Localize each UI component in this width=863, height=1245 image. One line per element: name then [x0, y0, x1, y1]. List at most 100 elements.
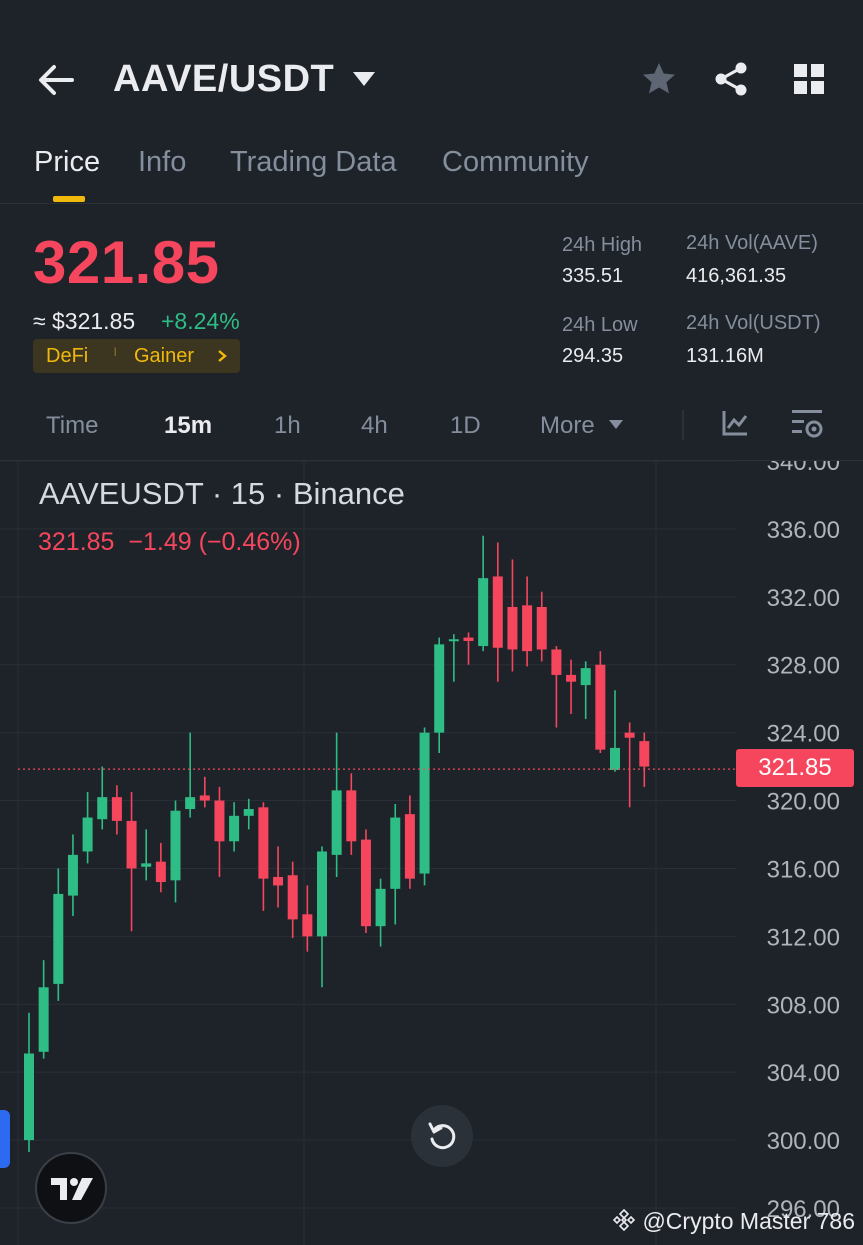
page-tabs: Price Info Trading Data Community — [0, 140, 863, 202]
y-tick-label: 304.00 — [767, 1060, 840, 1087]
high-label: 24h High — [562, 234, 643, 256]
candle-body — [38, 987, 49, 1052]
chart-settings-icon[interactable] — [790, 407, 826, 441]
last-price: 321.85 — [33, 229, 220, 296]
candles — [24, 535, 650, 1152]
dropdown-caret-icon[interactable] — [352, 70, 376, 88]
candle-body — [478, 578, 489, 647]
y-tick-label: 332.00 — [767, 585, 840, 612]
vol-base-label: 24h Vol(AAVE) — [686, 232, 818, 254]
candle-body — [346, 790, 357, 842]
chart-grid — [0, 461, 736, 1245]
candlestick-chart[interactable]: 340.00 336.00 332.00 328.00 324.00 320.00 316.… — [0, 461, 863, 1245]
timeframe-1h[interactable]: 1h — [274, 412, 301, 439]
candle-body — [317, 851, 327, 937]
y-tick-label: 300.00 — [767, 1128, 840, 1155]
candle-body — [375, 888, 386, 927]
candle-body — [404, 814, 415, 879]
grid-menu-icon[interactable] — [790, 60, 828, 98]
tab-price[interactable]: Price — [34, 146, 101, 178]
binance-diamond-icon — [612, 1208, 636, 1232]
candle-body — [229, 815, 240, 842]
tag-gainer[interactable]: Gainer — [134, 345, 195, 367]
candle-body — [287, 875, 298, 920]
active-tab-indicator — [53, 196, 85, 202]
chart-last-info: 321.85 −1.49 (−0.46%) — [38, 528, 301, 557]
price-change-percent: +8.24% — [161, 308, 240, 334]
y-tick-label: 296.00 — [767, 1196, 840, 1223]
tab-info[interactable]: Info — [138, 146, 187, 178]
y-tick-label: 320.00 — [767, 789, 840, 816]
divider — [0, 203, 863, 204]
timeframe-time[interactable]: Time — [46, 412, 99, 439]
candle-body — [185, 797, 196, 810]
candle-body — [610, 747, 620, 770]
candle-body — [53, 893, 64, 984]
y-tick-label: 324.00 — [767, 721, 840, 748]
reset-chart-button[interactable] — [411, 1105, 473, 1167]
vol-quote-label: 24h Vol(USDT) — [686, 312, 821, 334]
toolbar-separator — [682, 410, 684, 440]
candle-body — [126, 820, 137, 869]
drawing-tools-handle[interactable] — [0, 1110, 10, 1168]
vol-base-value: 416,361.35 — [686, 265, 787, 287]
watermark-text: @Crypto Master 786 — [642, 1208, 855, 1234]
rotate-icon — [428, 1122, 456, 1150]
candle-body — [24, 1053, 34, 1141]
candle-body — [258, 807, 269, 879]
top-bar: AAVE/USDT — [0, 0, 863, 130]
last-price-tag: 321.85 — [736, 749, 854, 787]
tradingview-logo[interactable] — [35, 1152, 107, 1224]
candle-body — [97, 797, 108, 820]
more-caret-icon[interactable] — [608, 419, 624, 431]
y-tick-label: 316.00 — [767, 856, 840, 883]
y-tick-label: 328.00 — [767, 653, 840, 680]
candle-body — [492, 576, 503, 648]
vol-quote-value: 131.16M — [686, 345, 764, 367]
candle-body — [595, 664, 606, 750]
candle-body — [624, 732, 635, 738]
pair-title[interactable]: AAVE/USDT — [113, 58, 335, 100]
indicator-chart-icon[interactable] — [720, 408, 750, 438]
candle-body — [390, 817, 401, 889]
candle-body — [155, 861, 166, 883]
candle-body — [199, 795, 210, 801]
watermark: @Crypto Master 786 — [612, 1208, 855, 1235]
candle-body — [243, 809, 254, 816]
share-icon[interactable] — [712, 60, 750, 98]
tab-trading-data[interactable]: Trading Data — [230, 146, 397, 178]
candle-body — [551, 649, 562, 675]
candle-body — [67, 854, 78, 896]
usd-price: ≈ $321.85 — [33, 308, 136, 334]
tag-bar: DeFi ı Gainer — [33, 339, 240, 373]
low-label: 24h Low — [562, 314, 638, 336]
candle-body — [434, 644, 445, 733]
tag-defi[interactable]: DeFi — [46, 345, 89, 367]
chevron-right-icon — [218, 350, 227, 362]
y-tick-label: 308.00 — [767, 992, 840, 1019]
y-tick-label: 340.00 — [767, 461, 840, 476]
candle-body — [273, 876, 284, 886]
tab-community[interactable]: Community — [442, 146, 589, 178]
candle-body — [302, 914, 313, 937]
candle-body — [331, 790, 342, 855]
chart-last-price: 321.85 — [38, 528, 115, 556]
timeframe-4h[interactable]: 4h — [361, 412, 388, 439]
chart-title: AAVEUSDT · 15 · Binance — [39, 476, 405, 511]
low-value: 294.35 — [562, 345, 624, 367]
candle-body — [566, 674, 577, 682]
timeframe-1d[interactable]: 1D — [450, 412, 481, 439]
candle-body — [82, 817, 93, 852]
candle-body — [507, 607, 518, 650]
timeframe-15m[interactable]: 15m — [164, 412, 213, 439]
candle-body — [141, 863, 152, 867]
star-icon[interactable] — [640, 60, 678, 98]
chart-last-change: −1.49 (−0.46%) — [128, 528, 301, 556]
candle-body — [536, 607, 547, 650]
tradingview-icon — [51, 1178, 93, 1200]
y-tick-label: 336.00 — [767, 517, 840, 544]
timeframe-more[interactable]: More — [540, 412, 595, 439]
back-arrow-icon[interactable] — [36, 60, 76, 100]
y-tick-label: 312.00 — [767, 924, 840, 951]
candle-body — [463, 637, 474, 641]
